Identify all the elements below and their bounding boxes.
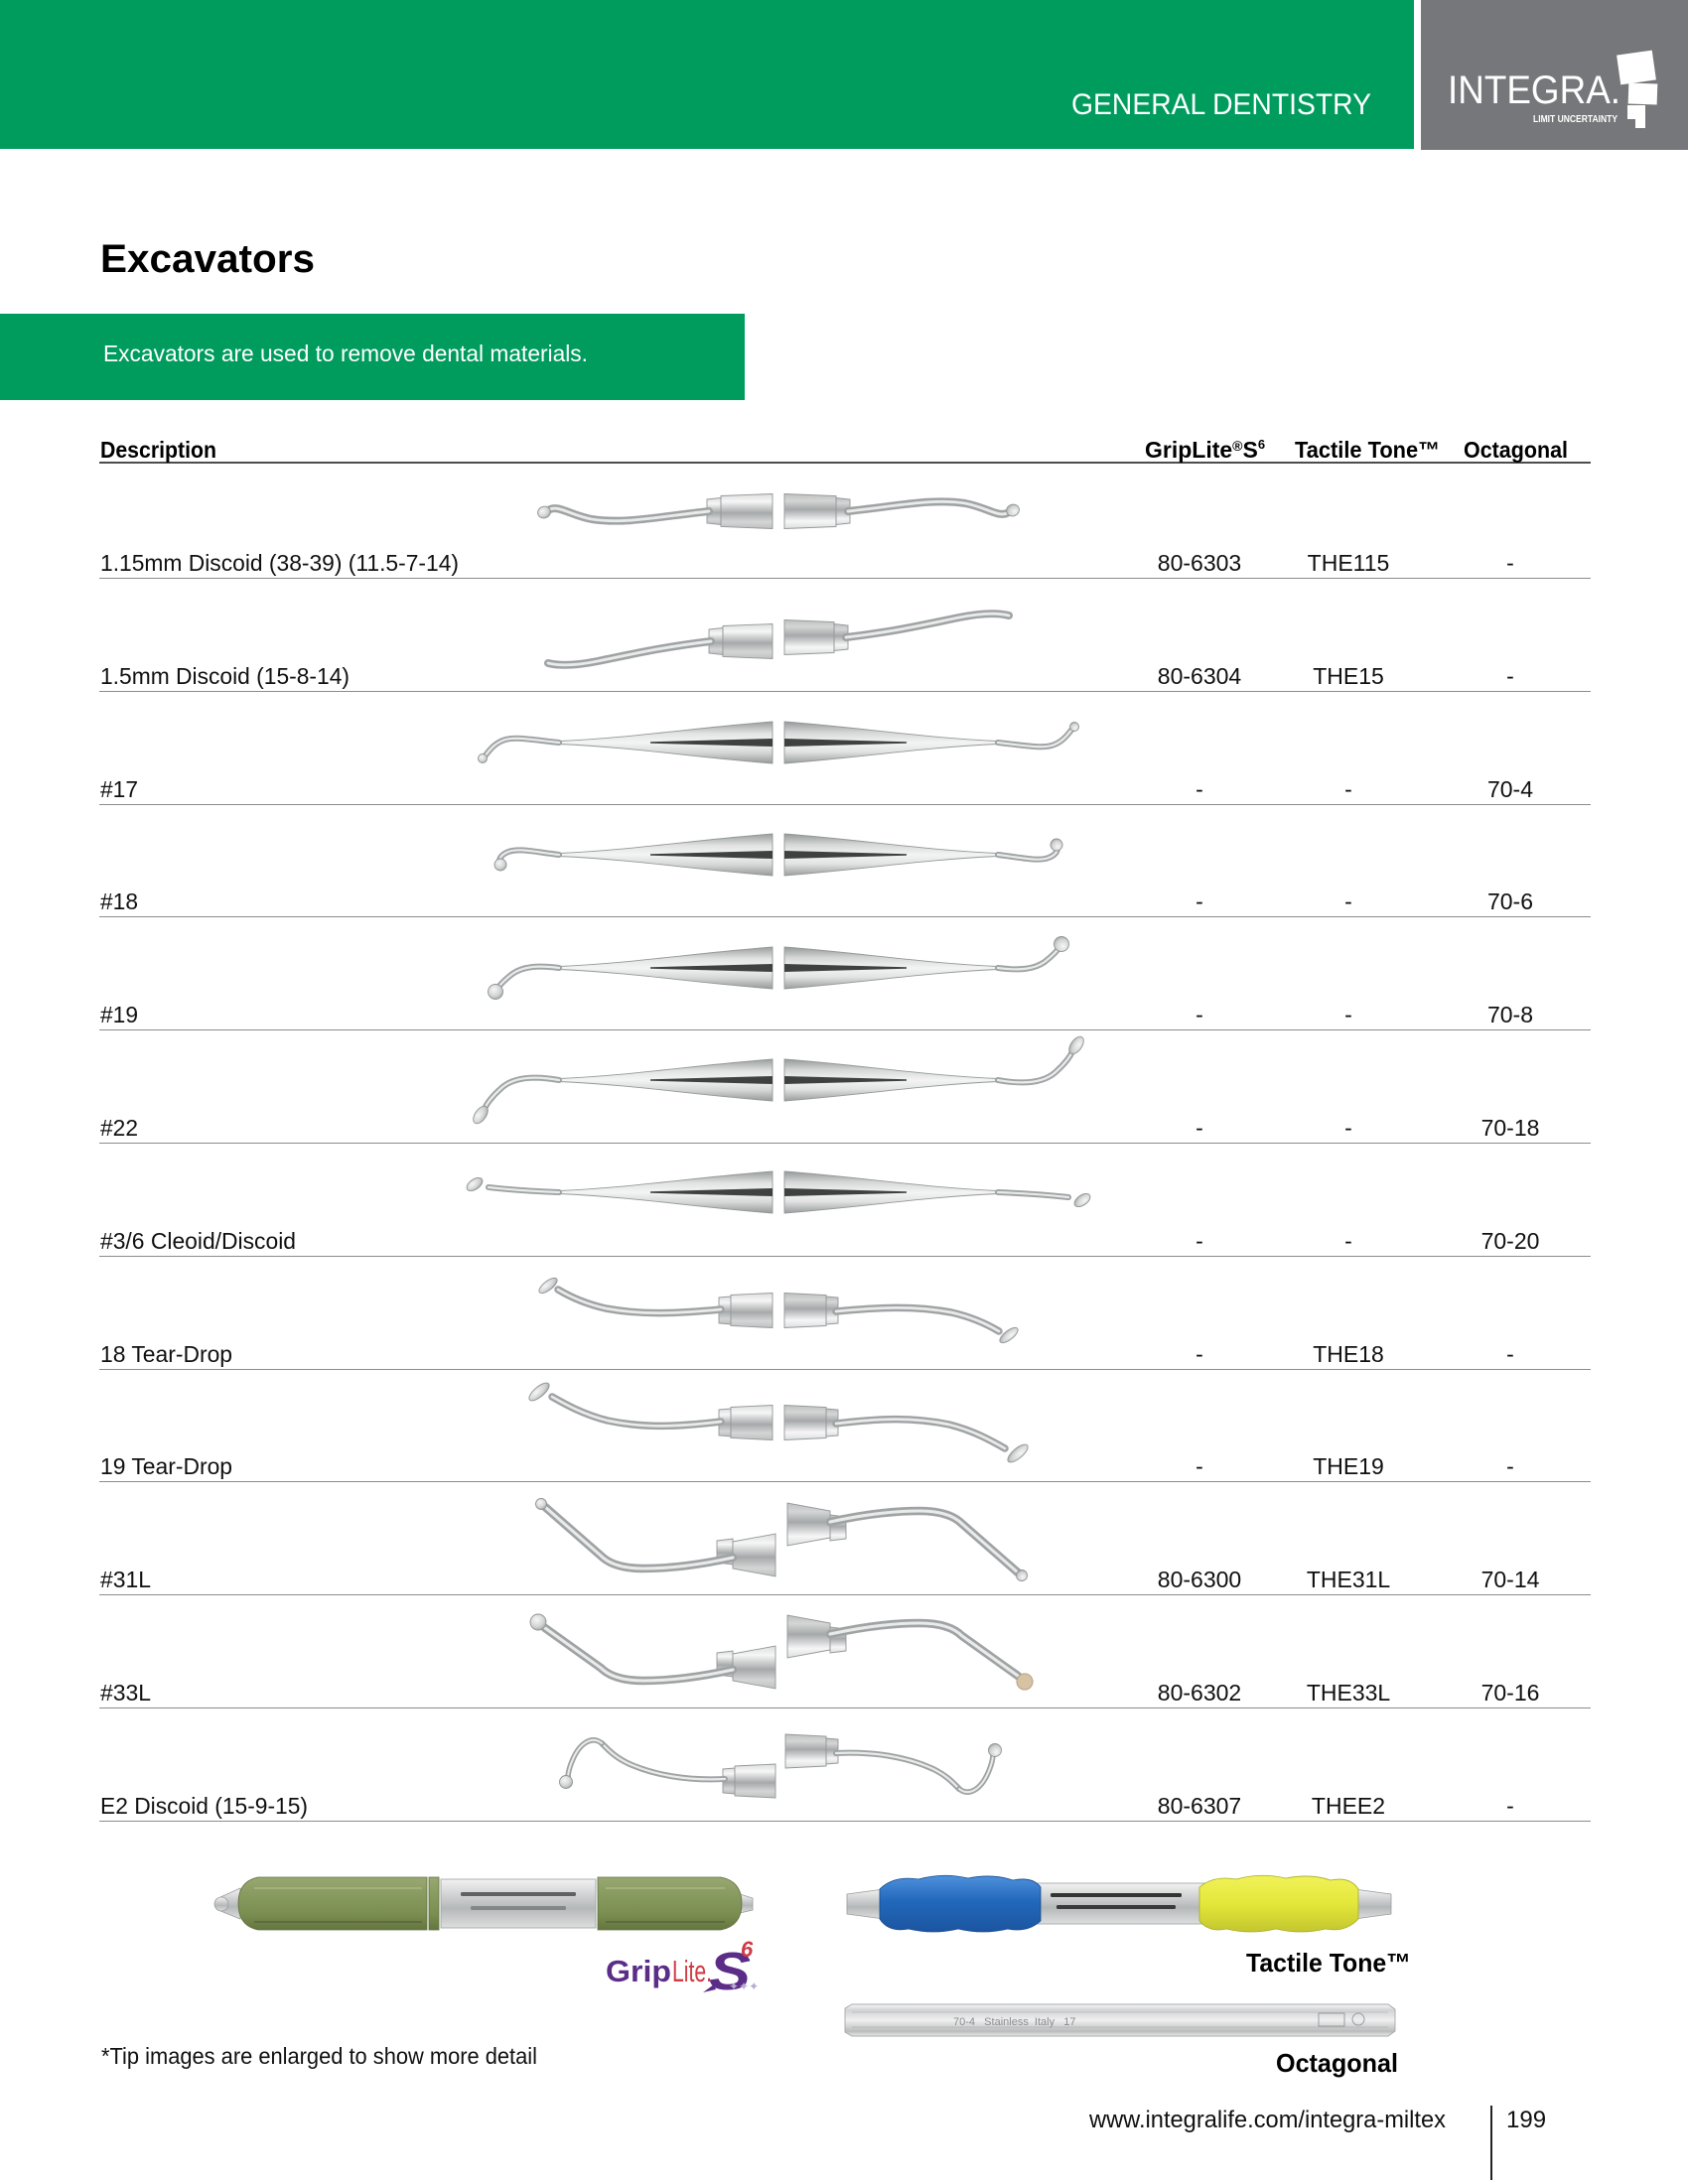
svg-text:GENERAL DENTISTRY: GENERAL DENTISTRY	[1071, 88, 1371, 121]
svg-text:70-4 Stainless Italy 17: 70-4 Stainless Italy 17	[953, 2016, 1076, 2028]
svg-text:Grip: Grip	[606, 1954, 671, 1988]
svg-text:6: 6	[741, 1937, 754, 1962]
svg-text:19 Tear-Drop: 19 Tear-Drop	[100, 1453, 232, 1479]
svg-text:1.5mm Discoid (15-8-14): 1.5mm Discoid (15-8-14)	[100, 663, 350, 689]
svg-text:#17: #17	[100, 776, 138, 802]
svg-text:#33L: #33L	[100, 1680, 151, 1706]
svg-text:INTEGRA.: INTEGRA.	[1448, 68, 1620, 112]
svg-text:Excavators are used to remove: Excavators are used to remove dental mat…	[103, 341, 588, 366]
svg-text:#22: #22	[100, 1115, 138, 1141]
svg-text:Octagonal: Octagonal	[1276, 2048, 1398, 2078]
svg-text:199: 199	[1506, 2107, 1546, 2133]
svg-text:#3/6 Cleoid/Discoid: #3/6 Cleoid/Discoid	[100, 1228, 296, 1254]
svg-text:E2 Discoid (15-9-15): E2 Discoid (15-9-15)	[100, 1793, 308, 1819]
svg-text:#18: #18	[100, 888, 138, 914]
svg-text:*Tip images are enlarged to sh: *Tip images are enlarged to show more de…	[101, 2043, 537, 2069]
svg-text:Octagonal: Octagonal	[1464, 437, 1568, 463]
svg-text:✦✦✦: ✦✦✦	[729, 1979, 759, 1993]
svg-text:Description: Description	[100, 437, 216, 463]
svg-text:1.15mm Discoid (38-39) (11.5-7: 1.15mm Discoid (38-39) (11.5-7-14)	[100, 550, 459, 576]
svg-text:S: S	[709, 1942, 751, 2001]
svg-text:Lite.: Lite.	[672, 1954, 712, 1988]
svg-text:LIMIT UNCERTAINTY: LIMIT UNCERTAINTY	[1533, 114, 1618, 125]
svg-text:Tactile Tone™: Tactile Tone™	[1295, 437, 1440, 463]
svg-text:www.integralife.com/integra-mi: www.integralife.com/integra-miltex	[1088, 2107, 1446, 2133]
svg-text:GripLite®S6: GripLite®S6	[1145, 437, 1265, 463]
svg-text:#31L: #31L	[100, 1567, 151, 1592]
svg-text:Excavators: Excavators	[100, 237, 315, 281]
svg-text:#19: #19	[100, 1002, 138, 1027]
svg-text:Tactile Tone™: Tactile Tone™	[1246, 1948, 1411, 1978]
svg-text:18 Tear-Drop: 18 Tear-Drop	[100, 1341, 232, 1367]
